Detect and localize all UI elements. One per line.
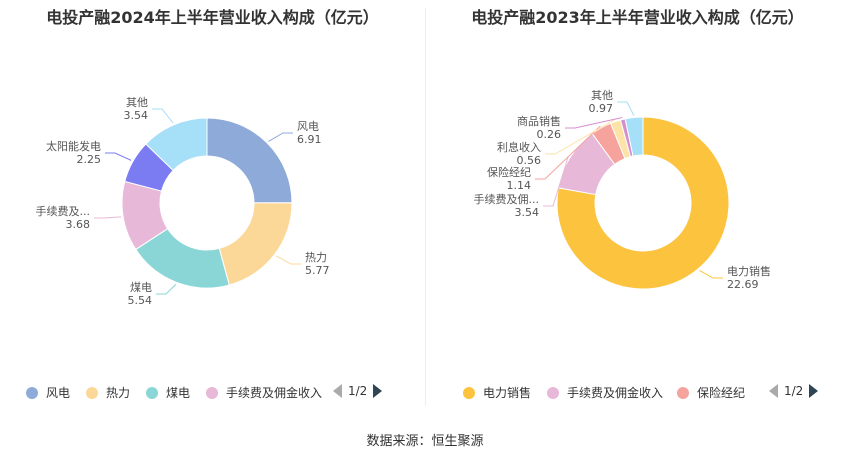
legend-item-heat[interactable]: 热力 xyxy=(86,384,130,401)
legend-label: 手续费及佣金收入 xyxy=(567,386,664,400)
leader-line xyxy=(699,270,723,279)
prev-page-icon[interactable] xyxy=(769,384,778,398)
slice-value-label: 5.77 xyxy=(305,264,330,277)
slice-name-label: 风电 xyxy=(297,120,319,133)
legend-label: 煤电 xyxy=(166,386,191,400)
legend-label: 热力 xyxy=(106,386,131,400)
next-page-icon[interactable] xyxy=(373,384,383,398)
slice-value-label: 0.56 xyxy=(517,154,542,167)
slice-name-label: 手续费及佣... xyxy=(474,192,540,206)
slice-value-label: 3.54 xyxy=(124,109,149,122)
legend-pager-2023: 1/2 xyxy=(769,384,819,398)
legend-dot xyxy=(463,386,475,399)
legend-item-power-sales[interactable]: 电力销售 xyxy=(463,384,531,401)
donut-slice[interactable] xyxy=(218,202,293,286)
legend-pager-2024: 1/2 xyxy=(333,384,383,398)
legend-item-wind[interactable]: 风电 xyxy=(26,384,70,401)
legend-page: 1/2 xyxy=(348,384,368,398)
slice-value-label: 5.54 xyxy=(128,294,153,307)
donut-slice[interactable] xyxy=(624,116,644,157)
leader-line xyxy=(94,216,122,219)
legend-2024: 风电 热力 煤电 手续费及佣金收入 1/2 xyxy=(0,384,425,404)
slice-value-label: 22.69 xyxy=(727,278,759,291)
panel-divider xyxy=(425,8,426,406)
slice-name-label: 其他 xyxy=(126,96,148,109)
legend-label: 电力销售 xyxy=(483,386,532,400)
legend-dot xyxy=(677,386,689,399)
leader-line xyxy=(545,119,616,155)
legend-item-coal[interactable]: 煤电 xyxy=(146,384,190,401)
chart-title-2023: 电投产融2023年上半年营业收入构成（亿元） xyxy=(471,8,804,27)
legend-item-fee-commission[interactable]: 手续费及佣金收入 xyxy=(206,384,322,401)
slice-name-label: 商品销售 xyxy=(517,114,561,128)
slice-value-label: 2.25 xyxy=(77,153,102,166)
legend-label: 风电 xyxy=(46,386,71,400)
slice-name-label: 其他 xyxy=(591,89,613,102)
slice-value-label: 3.68 xyxy=(66,218,91,231)
legend-label: 保险经纪 xyxy=(697,386,746,400)
legend-dot xyxy=(547,386,559,399)
legend-2023: 电力销售 手续费及佣金收入 保险经纪 1/2 xyxy=(425,384,850,404)
data-source-note: 数据来源：恒生聚源 xyxy=(366,434,484,449)
chart-title-2024: 电投产融2024年上半年营业收入构成（亿元） xyxy=(46,8,379,27)
leader-line xyxy=(617,101,635,116)
donut-slice[interactable] xyxy=(206,117,293,204)
donut-slice[interactable] xyxy=(145,117,208,172)
legend-dot xyxy=(26,386,38,399)
legend-label: 手续费及佣金收入 xyxy=(226,386,323,400)
slice-name-label: 热力 xyxy=(305,251,327,264)
slice-name-label: 手续费及... xyxy=(36,204,91,218)
slice-name-label: 煤电 xyxy=(130,281,152,294)
leader-line xyxy=(275,255,301,265)
donut-slice[interactable] xyxy=(556,116,730,290)
leader-line xyxy=(105,152,132,161)
slice-name-label: 电力销售 xyxy=(727,264,771,278)
next-page-icon[interactable] xyxy=(809,384,819,398)
slice-value-label: 1.14 xyxy=(507,179,532,192)
slice-name-label: 太阳能发电 xyxy=(46,139,101,153)
legend-item-insurance-brokerage[interactable]: 保险经纪 xyxy=(677,384,745,401)
prev-page-icon[interactable] xyxy=(333,384,342,398)
slice-name-label: 保险经纪 xyxy=(487,165,531,179)
chart-panel-2024: 电投产融2024年上半年营业收入构成（亿元） 风电 6.91 热力 5.77 煤电 5.5… xyxy=(0,0,425,410)
slice-name-label: 利息收入 xyxy=(497,140,541,154)
leader-line xyxy=(156,283,177,295)
slice-value-label: 0.97 xyxy=(589,102,614,115)
slice-value-label: 3.54 xyxy=(515,206,540,219)
legend-item-fee-commission[interactable]: 手续费及佣金收入 xyxy=(547,384,663,401)
legend-page: 1/2 xyxy=(784,384,804,398)
leader-line xyxy=(535,125,601,180)
leader-line xyxy=(565,116,623,129)
leader-line xyxy=(543,156,569,207)
slice-value-label: 0.26 xyxy=(537,128,562,141)
legend-dot xyxy=(86,386,98,399)
leader-line xyxy=(152,108,174,124)
legend-dot xyxy=(146,386,158,399)
slice-value-label: 6.91 xyxy=(297,133,322,146)
leader-line xyxy=(268,132,293,142)
legend-dot xyxy=(206,386,218,399)
chart-panel-2023: 电投产融2023年上半年营业收入构成（亿元） 电力销售 22.69 手续费及佣...… xyxy=(425,0,850,410)
